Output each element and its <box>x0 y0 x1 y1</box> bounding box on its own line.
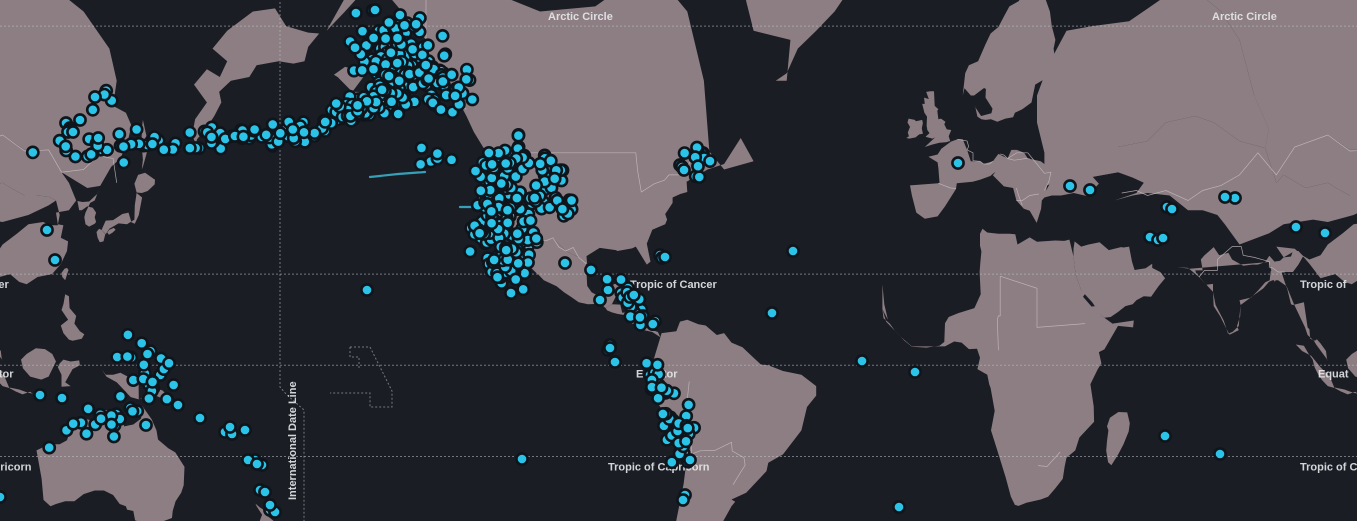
svg-text:Arctic Circle: Arctic Circle <box>548 11 613 23</box>
svg-text:Tropic of C: Tropic of C <box>1300 462 1357 474</box>
svg-text:Tropic of Cancer: Tropic of Cancer <box>630 279 718 291</box>
svg-text:Equator: Equator <box>0 368 14 380</box>
svg-text:Tropic of Capricorn: Tropic of Capricorn <box>0 462 32 474</box>
svg-text:Tropic of: Tropic of <box>1300 279 1347 291</box>
svg-text:International Date Line: International Date Line <box>287 381 299 500</box>
svg-text:Equat: Equat <box>1318 368 1349 380</box>
svg-text:Tropic of Cancer: Tropic of Cancer <box>0 279 10 291</box>
svg-text:Arctic Circle: Arctic Circle <box>1212 11 1277 23</box>
